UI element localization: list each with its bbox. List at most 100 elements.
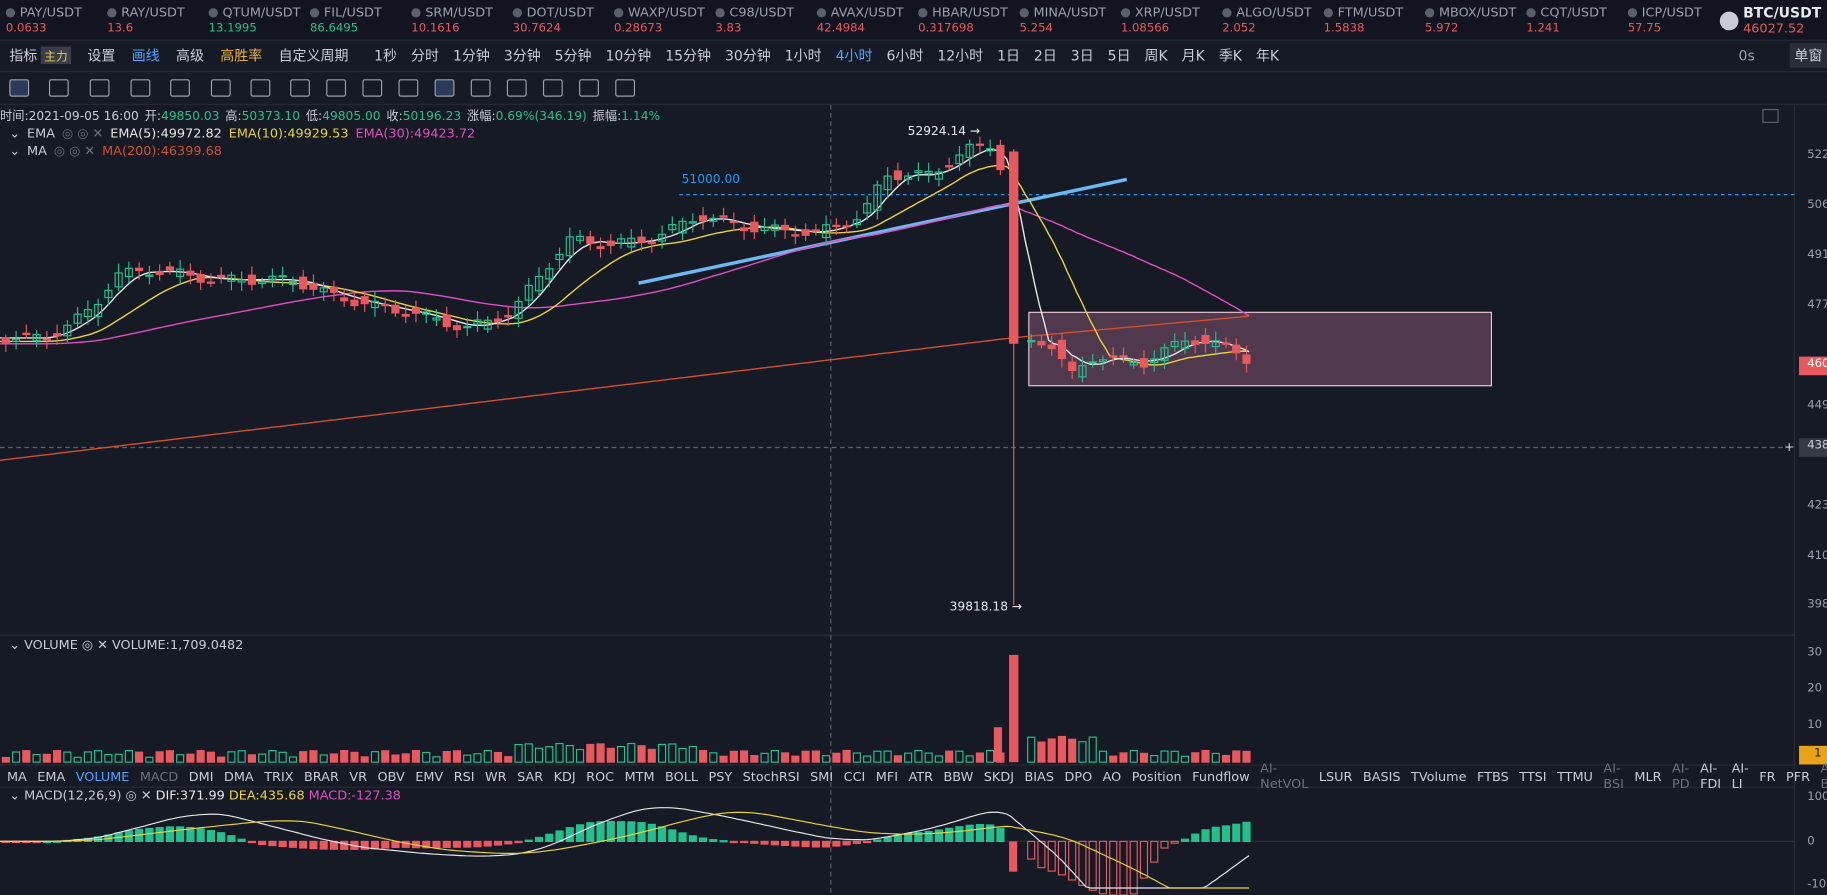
period[interactable]: 15分钟 <box>665 47 712 65</box>
period[interactable]: 5日 <box>1107 47 1131 65</box>
ticker[interactable]: FIL/USDT 86.6495 <box>310 5 410 35</box>
indicator-tab[interactable]: AI-PD <box>1671 760 1690 792</box>
toolbar-item[interactable]: 设置 <box>87 47 116 65</box>
period[interactable]: 周K <box>1144 47 1168 65</box>
tool-icon[interactable] <box>542 79 563 97</box>
indicator-tab[interactable]: SAR <box>517 768 544 784</box>
ticker[interactable]: WAXP/USDT 0.28673 <box>614 5 714 35</box>
tool-icon[interactable] <box>398 79 419 97</box>
tool-icon[interactable] <box>326 79 347 97</box>
indicator-tab[interactable]: MLR <box>1634 768 1662 784</box>
tool-icon[interactable] <box>210 79 231 97</box>
indicator-tab[interactable]: BASIS <box>1362 768 1401 784</box>
indicator-tab[interactable]: BOLL <box>665 768 698 784</box>
indicator-tab[interactable]: ATR <box>908 768 934 784</box>
ticker[interactable]: C98/USDT 3.83 <box>715 5 815 35</box>
indicator-tab[interactable]: BRAR <box>304 768 339 784</box>
tool-icon[interactable] <box>579 79 599 97</box>
indicator-tab[interactable]: DMA <box>224 768 254 784</box>
tool-icon[interactable] <box>9 79 30 97</box>
tool-icon[interactable] <box>434 79 455 97</box>
indicator-tab[interactable]: EMV <box>415 768 444 784</box>
indicator-tab[interactable]: AI-BSI <box>1603 760 1624 792</box>
period[interactable]: 12小时 <box>937 47 984 65</box>
tool-icon[interactable] <box>48 79 69 97</box>
toolbar-item[interactable]: 指标 <box>9 47 38 65</box>
indicator-tab[interactable]: OBV <box>377 768 405 784</box>
indicator-tab[interactable]: StochRSI <box>742 768 800 784</box>
toolbar-item[interactable]: 主力 <box>40 46 72 65</box>
ticker[interactable]: XRP/USDT 1.08566 <box>1121 5 1221 35</box>
indicator-tab[interactable]: SMI <box>810 768 834 784</box>
ticker[interactable]: MINA/USDT 5.254 <box>1020 5 1120 35</box>
ticker[interactable]: MBOX/USDT 5.972 <box>1425 5 1525 35</box>
toolbar-right[interactable]: 0s <box>1738 47 1755 64</box>
ticker[interactable]: AVAX/USDT 42.4984 <box>817 5 917 35</box>
indicator-tab[interactable]: TVolume <box>1411 768 1467 784</box>
tool-icon[interactable] <box>615 79 636 97</box>
indicator-tab[interactable]: VOLUME <box>75 768 130 784</box>
indicator-tab[interactable]: LSUR <box>1318 768 1353 784</box>
toolbar-item[interactable]: 高级 <box>175 47 204 65</box>
tool-icon[interactable] <box>250 79 271 97</box>
tool-icon[interactable] <box>170 79 190 97</box>
indicator-tab[interactable]: CCI <box>843 768 866 784</box>
toolbar-right[interactable]: 单窗 <box>1789 43 1827 68</box>
indicator-tab[interactable]: WR <box>485 768 507 784</box>
indicator-tab[interactable]: AI-BST <box>1821 761 1827 791</box>
period[interactable]: 月K <box>1181 47 1205 65</box>
indicator-tab[interactable]: AI-NetVOL <box>1260 760 1309 792</box>
tool-icon[interactable] <box>362 79 383 97</box>
indicator-tab[interactable]: PSY <box>708 768 733 784</box>
indicator-tab[interactable]: DMI <box>188 768 214 784</box>
indicator-tab[interactable]: TRIX <box>264 768 294 784</box>
ticker[interactable]: ALGO/USDT 2.052 <box>1222 5 1322 35</box>
indicator-tab[interactable]: FR <box>1759 768 1776 784</box>
indicator-tab[interactable]: AI-LI <box>1731 760 1749 792</box>
tool-icon[interactable] <box>470 79 491 97</box>
ticker[interactable]: DOT/USDT 30.7624 <box>513 5 613 35</box>
ticker[interactable]: CQT/USDT 1.241 <box>1526 5 1626 35</box>
period[interactable]: 1秒 <box>374 47 398 65</box>
period[interactable]: 4小时 <box>835 47 873 65</box>
indicator-tab[interactable]: EMA <box>37 768 66 784</box>
period[interactable]: 3日 <box>1070 47 1094 65</box>
indicator-tab[interactable]: Fundflow <box>1192 768 1250 784</box>
tool-icon[interactable] <box>89 79 110 97</box>
indicator-tab[interactable]: AI-FDI <box>1700 760 1722 792</box>
period[interactable]: 分时 <box>410 47 439 65</box>
indicator-tab[interactable]: TTSI <box>1519 768 1547 784</box>
tool-icon[interactable] <box>290 79 310 97</box>
indicator-tab[interactable]: SKDJ <box>983 768 1014 784</box>
period[interactable]: 年K <box>1255 47 1280 65</box>
indicator-tab[interactable]: ROC <box>586 768 615 784</box>
period[interactable]: 5分钟 <box>554 47 592 65</box>
period[interactable]: 30分钟 <box>725 47 771 65</box>
indicator-tab[interactable]: BIAS <box>1024 768 1054 784</box>
indicator-tab[interactable]: RSI <box>453 768 475 784</box>
period[interactable]: 10分钟 <box>605 47 652 65</box>
indicator-tab[interactable]: MFI <box>875 768 899 784</box>
period[interactable]: 1分钟 <box>452 47 490 65</box>
period[interactable]: 3分钟 <box>503 47 541 65</box>
toolbar-item[interactable]: 高胜率 <box>220 47 263 65</box>
period[interactable]: 2日 <box>1033 47 1057 65</box>
indicator-tab[interactable]: MTM <box>624 768 655 784</box>
indicator-tab[interactable]: KDJ <box>553 768 576 784</box>
indicator-tab[interactable]: FTBS <box>1477 768 1509 784</box>
ticker[interactable]: ICP/USDT 57.75 <box>1628 5 1728 35</box>
ticker[interactable]: QTUM/USDT 13.1995 <box>209 5 309 35</box>
indicator-tab[interactable]: TTMU <box>1557 768 1593 784</box>
ticker[interactable]: FTM/USDT 1.5838 <box>1324 5 1424 35</box>
ticker[interactable]: PAY/USDT 0.0633 <box>6 5 106 35</box>
indicator-tab[interactable]: AO <box>1102 768 1122 784</box>
tool-icon[interactable] <box>506 79 527 97</box>
period[interactable]: 1小时 <box>784 47 822 65</box>
ticker[interactable]: HBAR/USDT 0.317698 <box>918 5 1018 35</box>
indicator-tab[interactable]: MA <box>6 768 27 784</box>
indicator-tab[interactable]: VR <box>349 768 368 784</box>
ticker[interactable]: RAY/USDT 13.6 <box>107 5 207 35</box>
indicator-tab[interactable]: Position <box>1131 768 1182 784</box>
indicator-tab[interactable]: PFR <box>1786 768 1811 784</box>
indicator-tab[interactable]: DPO <box>1064 768 1093 784</box>
